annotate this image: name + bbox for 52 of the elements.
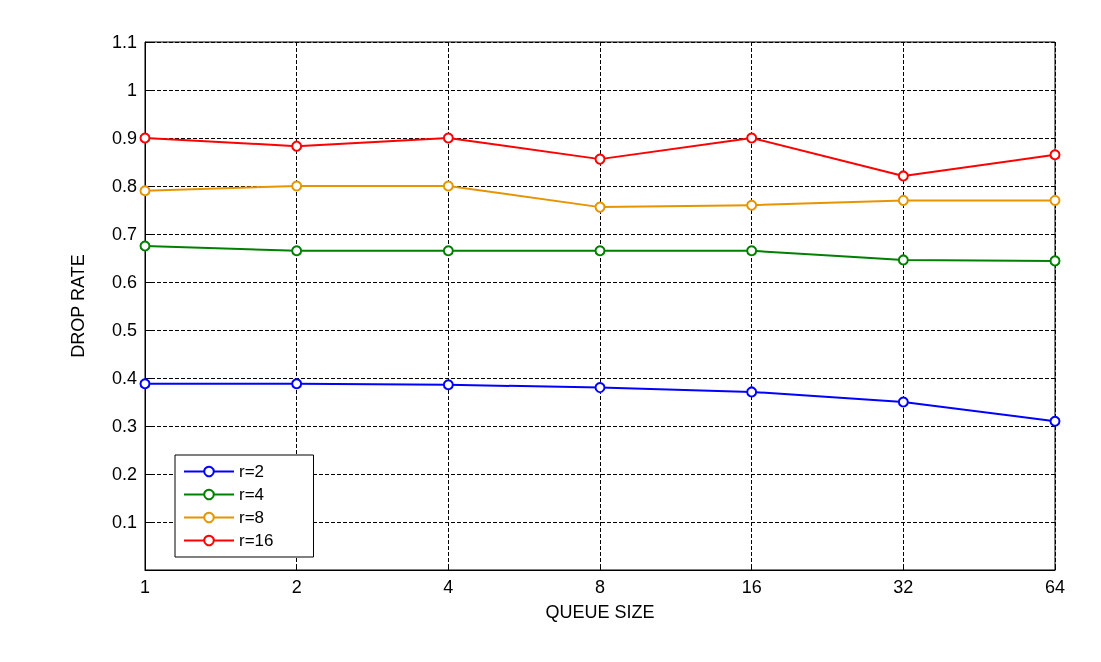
point xyxy=(1049,194,1061,206)
x-tick-label: 1 xyxy=(139,577,151,597)
point xyxy=(1049,255,1061,267)
x-tick-label: 16 xyxy=(741,577,762,597)
y-tick-label: 0.2 xyxy=(111,464,137,484)
point xyxy=(139,185,151,197)
point xyxy=(139,132,151,144)
point xyxy=(746,132,758,144)
x-tick-label: 4 xyxy=(443,577,454,597)
legend-label: r=2 xyxy=(239,462,265,481)
legend-label: r=8 xyxy=(239,508,265,527)
point xyxy=(291,378,303,390)
y-tick-label: 1 xyxy=(126,80,137,100)
point xyxy=(746,199,758,211)
legend-label: r=4 xyxy=(239,485,265,504)
y-tick-label: 0.1 xyxy=(111,512,137,532)
point xyxy=(897,254,909,266)
y-tick-label: 0.4 xyxy=(111,368,137,388)
legend-label: r=16 xyxy=(239,531,274,550)
point xyxy=(897,396,909,408)
x-axis-title: QUEUE SIZE xyxy=(545,602,655,622)
point xyxy=(1049,149,1061,161)
point xyxy=(139,240,151,252)
x-tick-label: 64 xyxy=(1044,577,1066,597)
point xyxy=(897,194,909,206)
point xyxy=(594,201,606,213)
point xyxy=(746,386,758,398)
y-tick-label: 0.5 xyxy=(111,320,137,340)
point xyxy=(594,153,606,165)
y-tick-label: 0.6 xyxy=(111,272,137,292)
point xyxy=(139,378,151,390)
point xyxy=(291,245,303,257)
point xyxy=(746,245,758,257)
y-axis-title: DROP RATE xyxy=(68,254,88,358)
y-tick-label: 0.7 xyxy=(111,224,137,244)
x-tick-label: 8 xyxy=(594,577,606,597)
point xyxy=(291,140,303,152)
y-tick-label: 0.8 xyxy=(111,176,137,196)
point xyxy=(291,180,303,192)
y-tick-label: 0.3 xyxy=(111,416,137,436)
point xyxy=(442,180,454,192)
y-tick-label: 0.9 xyxy=(111,128,137,148)
point xyxy=(594,382,606,394)
point xyxy=(442,132,454,144)
y-tick-label: 1.1 xyxy=(111,32,137,52)
point xyxy=(897,170,909,182)
x-tick-label: 2 xyxy=(291,577,302,597)
point xyxy=(442,379,454,391)
point xyxy=(442,245,454,257)
x-tick-label: 32 xyxy=(893,577,914,597)
point xyxy=(594,245,606,257)
point xyxy=(1049,415,1061,427)
